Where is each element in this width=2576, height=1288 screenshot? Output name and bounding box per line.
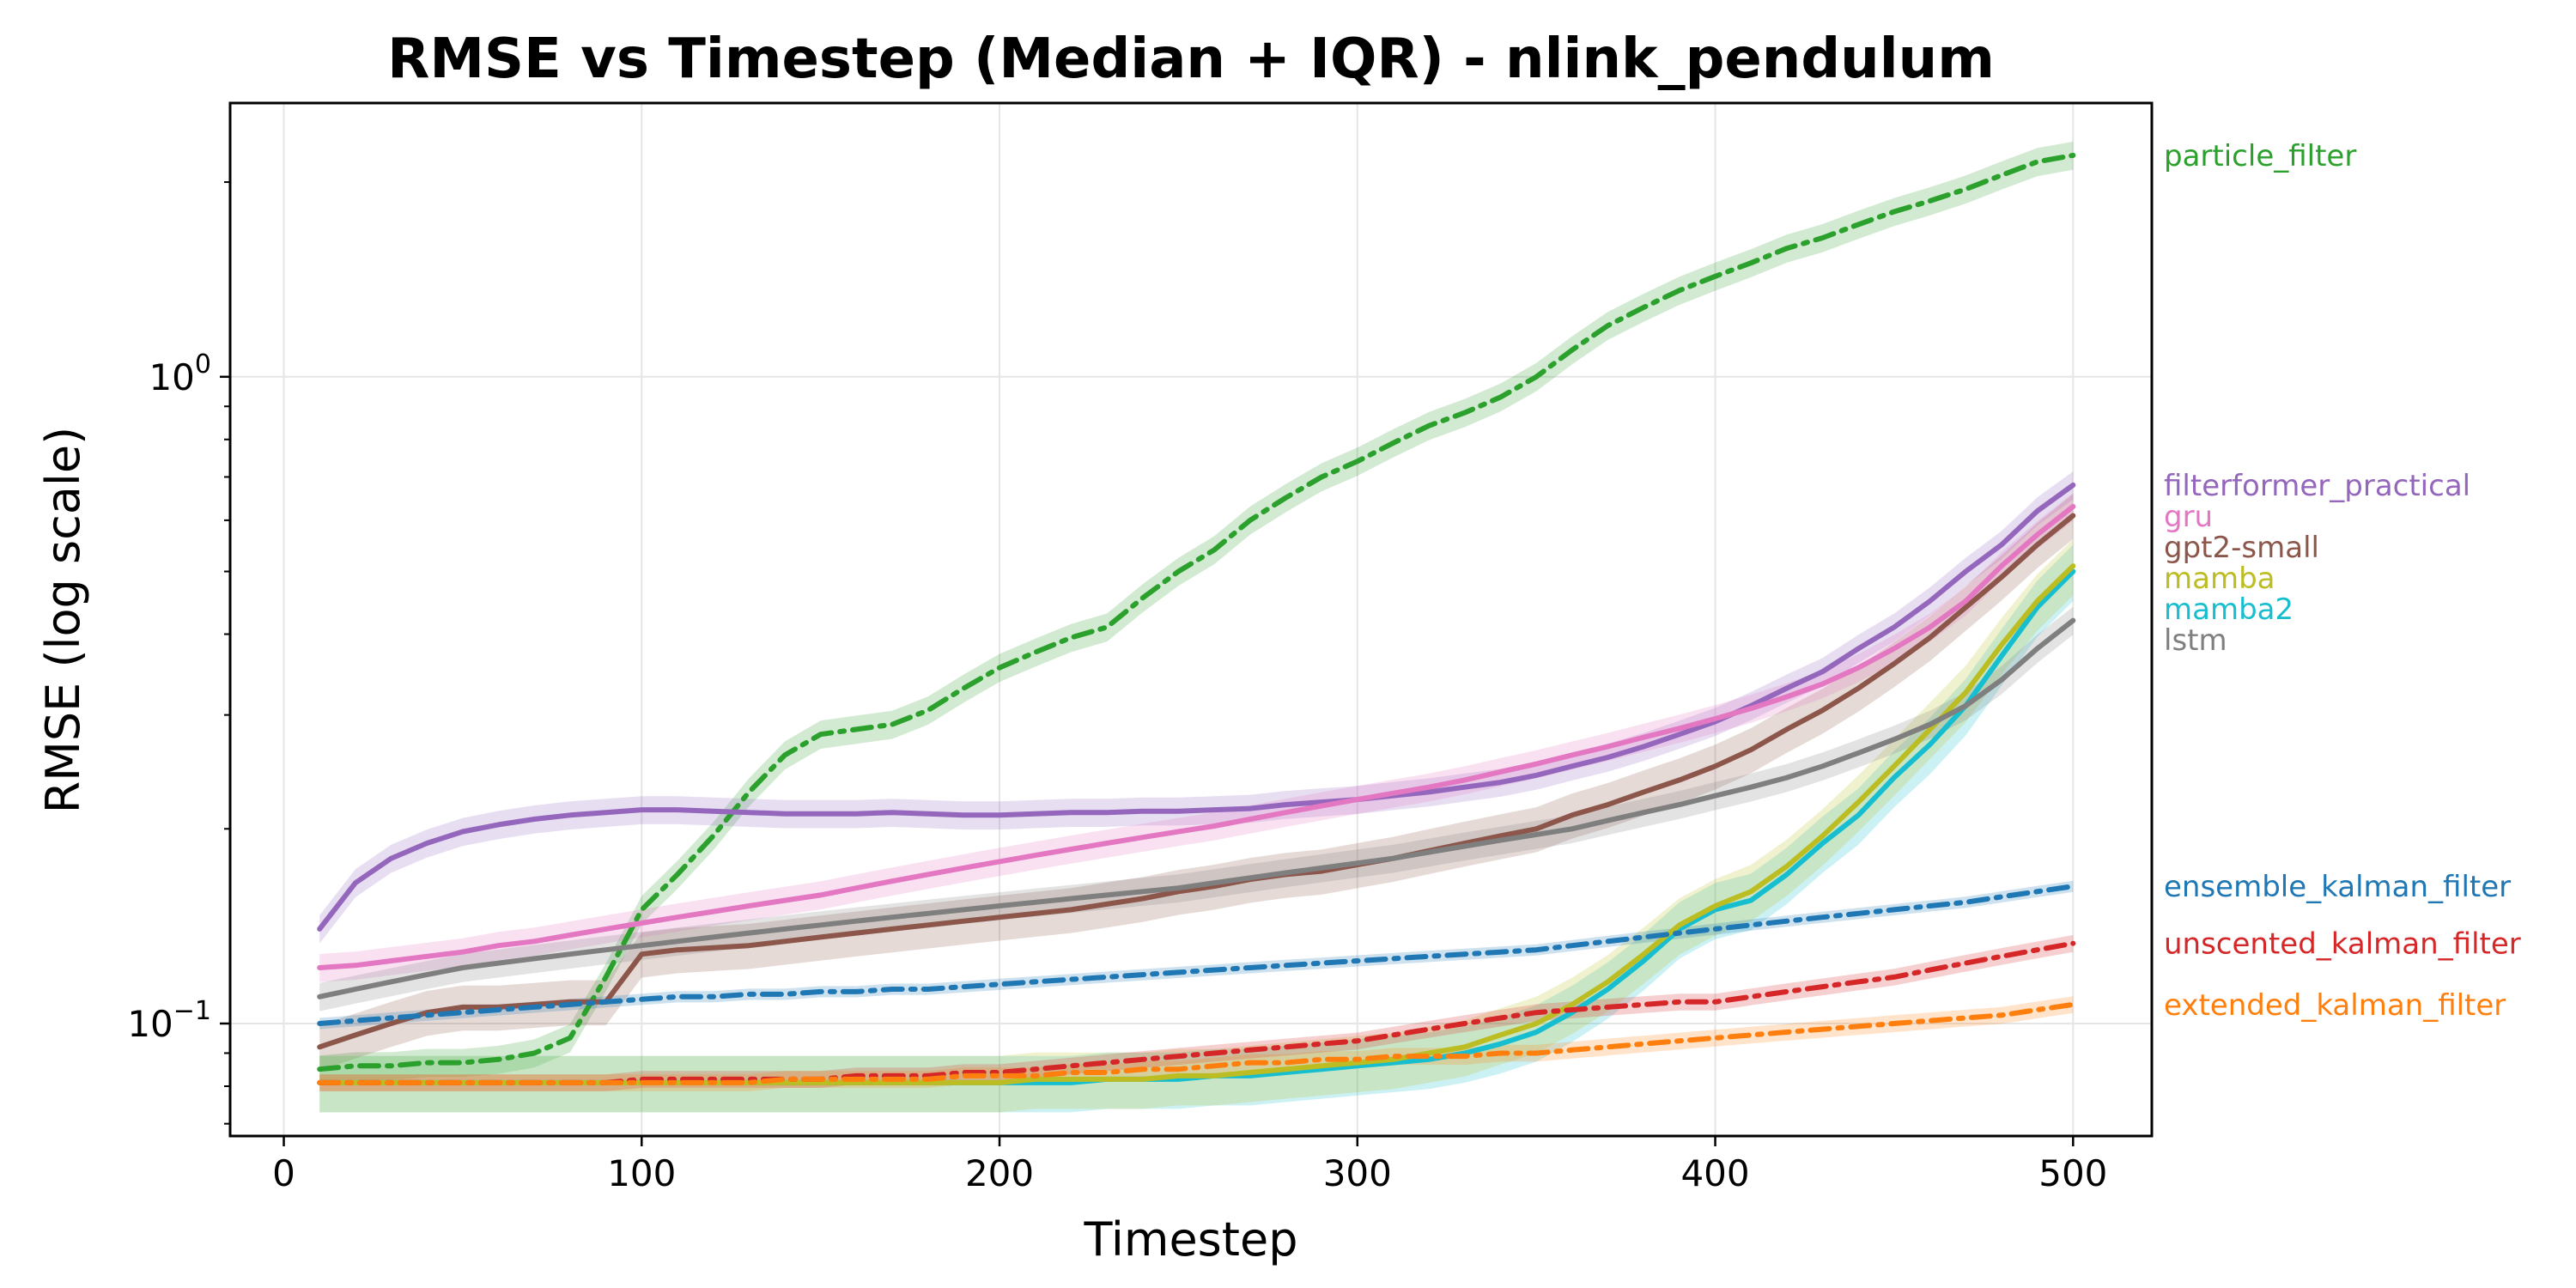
legend: particle_filter filterformer_practicalgru… — [2164, 139, 2521, 1023]
x-axis-label: Timestep — [1084, 1212, 1298, 1267]
series-label: mamba2 — [2164, 592, 2293, 627]
x-tick-label: 500 — [2038, 1152, 2107, 1194]
iqr-band-ensemble_kalman_filter — [319, 880, 2074, 1030]
x-tick-label: 200 — [965, 1152, 1034, 1194]
series-line-filterformer_practical — [317, 482, 2076, 932]
y-tick-base: 10 — [149, 356, 194, 398]
iqr-band-filterformer_practical — [319, 471, 2074, 944]
plot-frame — [228, 101, 2154, 1138]
y-tick-base: 10 — [127, 1003, 173, 1045]
y-tick-label: 100 — [149, 349, 211, 398]
x-tick-label: 100 — [607, 1152, 676, 1194]
iqr-band-unscented_kalman_filter — [319, 935, 2074, 1091]
y-tick-label: 10−1 — [127, 996, 211, 1045]
series-line-gru — [317, 503, 2076, 970]
y-tick-exponent: −1 — [173, 996, 211, 1026]
chart-title: RMSE vs Timestep (Median + IQR) - nlink_… — [387, 27, 1995, 91]
x-tick-label: 400 — [1680, 1152, 1749, 1194]
y-tick-exponent: 0 — [195, 349, 211, 380]
x-tick-label: 0 — [272, 1152, 295, 1194]
series-label: extended_kalman_filter — [2164, 988, 2506, 1023]
iqr-band-gru — [319, 493, 2074, 982]
iqr-band-lstm — [319, 606, 2074, 1012]
series-label: mamba — [2164, 562, 2275, 596]
series-label: unscented_kalman_filter — [2164, 927, 2521, 962]
series-label: gpt2-small — [2164, 531, 2319, 565]
series-line-ensemble_kalman_filter — [317, 884, 2076, 1026]
series-label: lstm — [2164, 623, 2227, 658]
series-line-lstm — [317, 617, 2076, 999]
series-label: ensemble_kalman_filter — [2164, 870, 2511, 904]
series-label: filterformer_practical — [2164, 469, 2470, 503]
y-axis-label: RMSE (log scale) — [36, 427, 90, 813]
series-label: particle_filter — [2164, 139, 2356, 173]
series-line-gpt2-small — [317, 513, 2076, 1050]
x-axis-ticks: 0 100 200 300 400 500 — [272, 1136, 2107, 1194]
series-line-particle_filter — [317, 152, 2076, 1072]
x-tick-label: 300 — [1323, 1152, 1392, 1194]
iqr-band-gpt2-small — [319, 494, 2074, 1071]
series-line-extended_kalman_filter — [317, 1001, 2076, 1085]
series-lines — [317, 152, 2076, 1085]
series-label: gru — [2164, 500, 2213, 534]
